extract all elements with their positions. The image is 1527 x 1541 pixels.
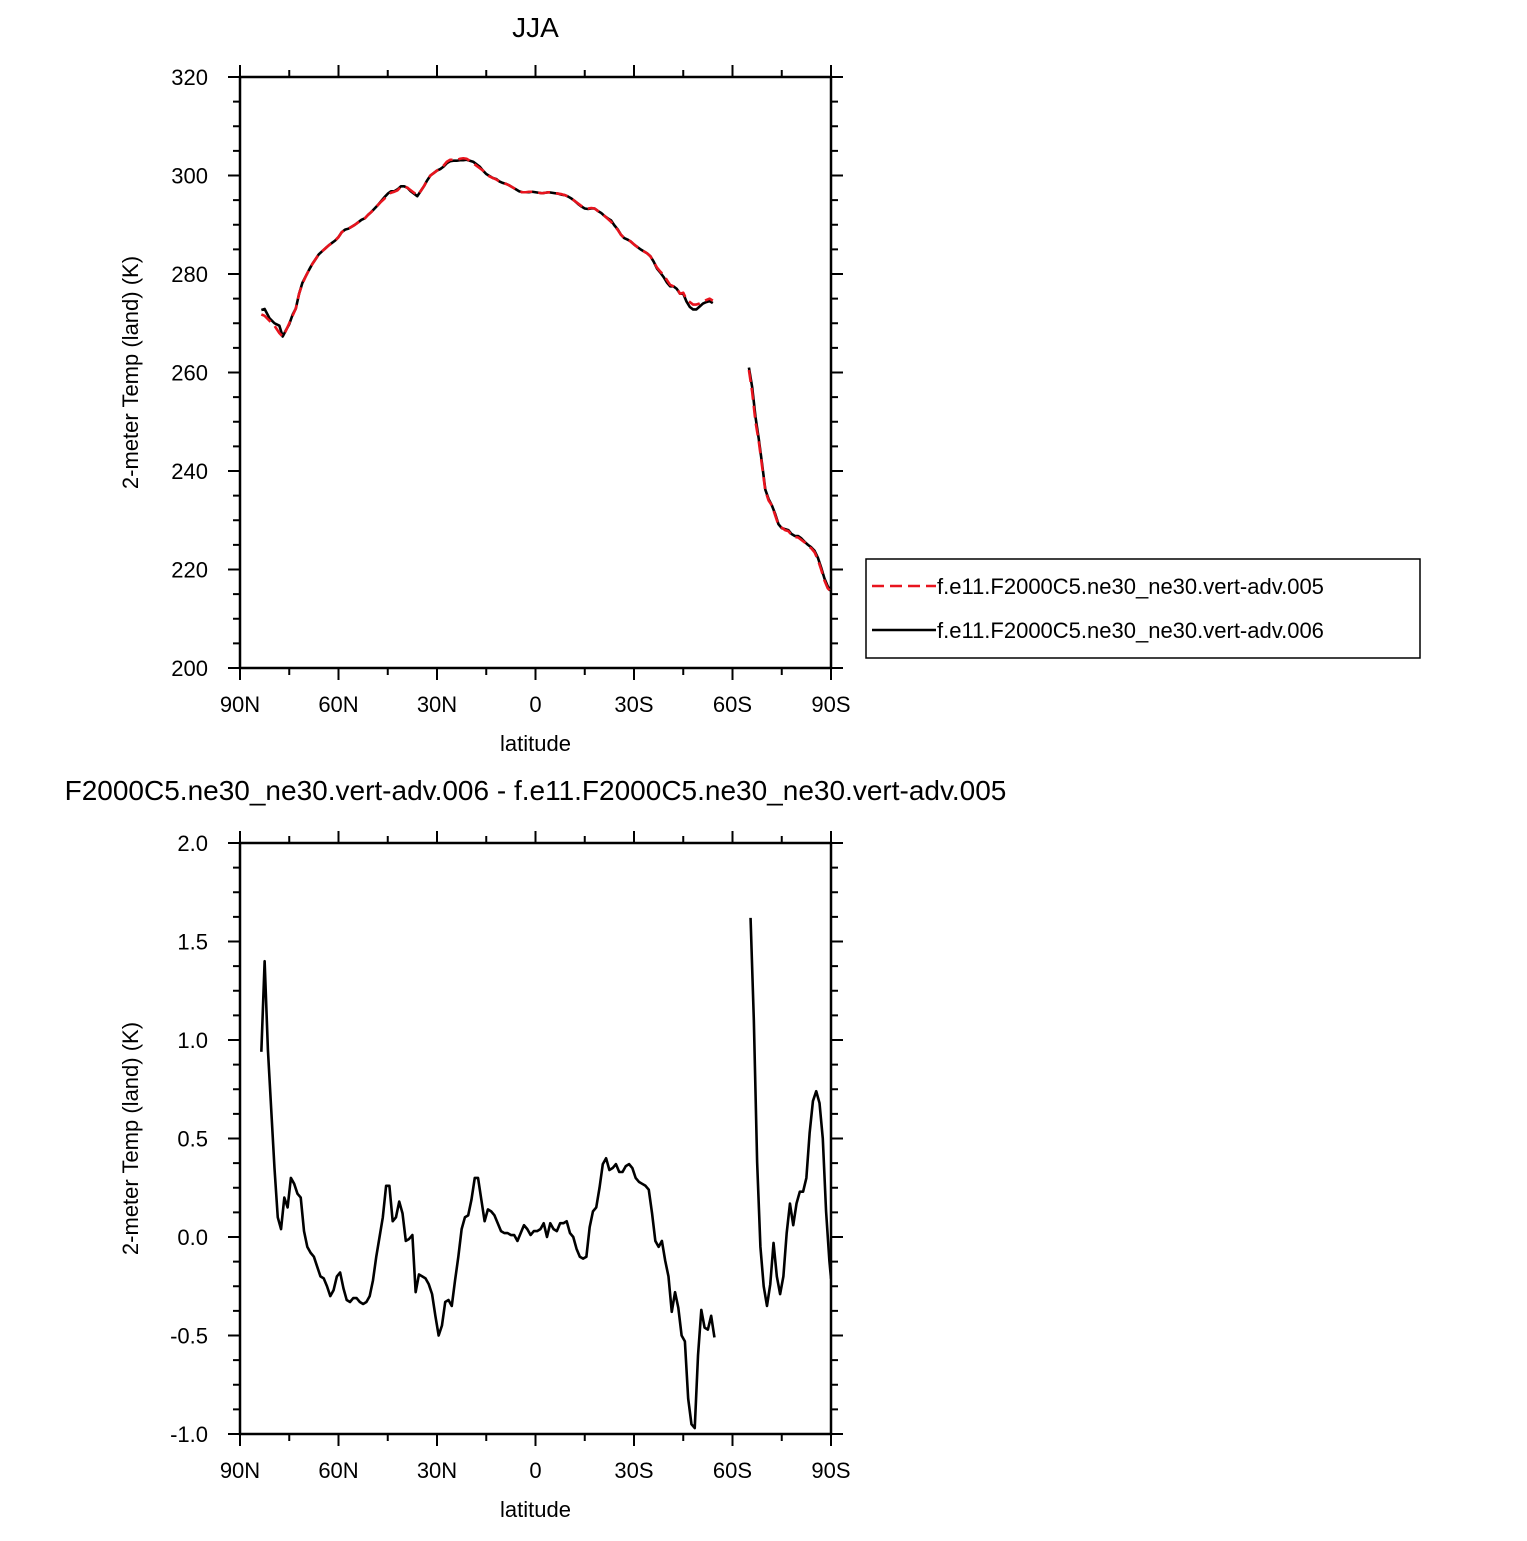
plot-frame (238, 75, 833, 670)
y-tick-label: 2.0 (177, 831, 208, 856)
x-tick-label: 90S (811, 1458, 850, 1483)
chart-title: JJA (512, 12, 559, 43)
y-tick-label: 0.5 (177, 1127, 208, 1152)
bottom-panel: F2000C5.ne30_ne30.vert-adv.006 - f.e11.F… (65, 775, 1007, 1522)
y-tick-label: 220 (171, 558, 208, 583)
x-axis-label: latitude (500, 731, 571, 756)
x-tick-label: 30N (417, 692, 457, 717)
y-tick-label: -1.0 (170, 1422, 208, 1447)
series-0-line-segment-0 (260, 156, 714, 338)
x-tick-label: 30S (614, 692, 653, 717)
legend-box (865, 558, 1421, 659)
y-tick-label: 200 (171, 656, 208, 681)
x-axis-label: latitude (500, 1497, 571, 1522)
y-tick-label: 1.0 (177, 1028, 208, 1053)
x-tick-label: 30S (614, 1458, 653, 1483)
y-tick-label: 280 (171, 262, 208, 287)
x-tick-label: 60N (318, 692, 358, 717)
legend: f.e11.F2000C5.ne30_ne30.vert-adv.005 f.e1… (865, 558, 1421, 659)
x-tick-label: 60S (713, 692, 752, 717)
x-tick-label: 90S (811, 692, 850, 717)
y-axis-label: 2-meter Temp (land) (K) (118, 256, 143, 489)
y-axis-label: 2-meter Temp (land) (K) (118, 1022, 143, 1255)
legend-entry-0: f.e11.F2000C5.ne30_ne30.vert-adv.005 (937, 574, 1324, 599)
x-tick-label: 0 (529, 692, 541, 717)
top-panel: JJA 90N 60N 30N 0 30S 60S 90S 200 220 240 260 280 300… (118, 12, 851, 756)
chart-title: F2000C5.ne30_ne30.vert-adv.006 - f.e11.F… (65, 775, 1007, 806)
x-tick-label: 60N (318, 1458, 358, 1483)
x-tick-label: 60S (713, 1458, 752, 1483)
x-tick-label: 90N (220, 692, 260, 717)
series-0-line-segment-0 (260, 959, 716, 1430)
x-tick-label: 90N (220, 1458, 260, 1483)
series-1-line-segment-1 (747, 367, 831, 592)
y-tick-label: 260 (171, 361, 208, 386)
series-0-line-segment-1 (747, 369, 831, 593)
x-tick-label: 30N (417, 1458, 457, 1483)
y-tick-label: -0.5 (170, 1324, 208, 1349)
y-tick-label: 320 (171, 65, 208, 90)
series-0-line-segment-1 (749, 917, 831, 1308)
y-tick-label: 300 (171, 164, 208, 189)
y-tick-label: 1.5 (177, 930, 208, 955)
x-tick-label: 0 (529, 1458, 541, 1483)
y-tick-label: 0.0 (177, 1225, 208, 1250)
legend-entry-1: f.e11.F2000C5.ne30_ne30.vert-adv.006 (937, 618, 1324, 643)
series-1-line-segment-0 (260, 158, 714, 338)
y-tick-label: 240 (171, 459, 208, 484)
plot-frame (238, 841, 833, 1436)
